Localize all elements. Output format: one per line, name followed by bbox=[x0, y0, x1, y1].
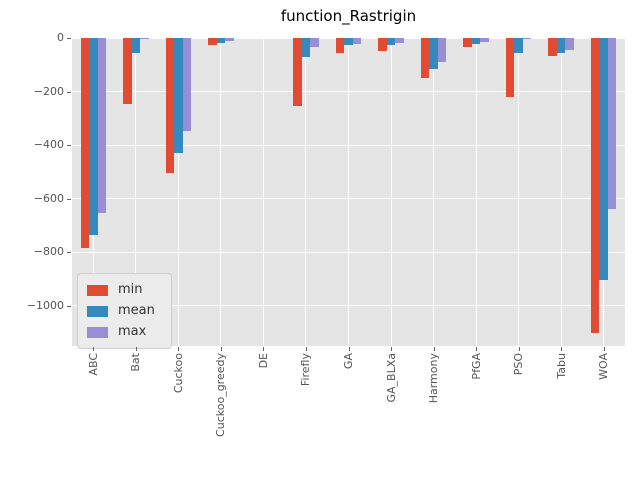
x-tick-label: Cuckoo_greedy bbox=[214, 353, 228, 437]
bar-min-PfGA bbox=[463, 38, 472, 47]
gridline-v bbox=[177, 38, 179, 346]
legend-swatch-min bbox=[87, 284, 108, 296]
bar-max-WOA bbox=[607, 38, 617, 210]
x-tick-label: Bat bbox=[129, 353, 143, 372]
y-tick-label: 0 bbox=[57, 31, 64, 44]
x-tick-mark bbox=[178, 347, 180, 351]
x-tick-mark bbox=[476, 347, 478, 351]
x-tick-label: DE bbox=[256, 353, 270, 369]
bar-max-GA bbox=[352, 38, 362, 45]
legend-swatch-mean bbox=[87, 305, 108, 317]
x-tick-label: WOA bbox=[597, 353, 611, 380]
plot-area: min mean max bbox=[72, 37, 625, 349]
bar-min-PSO bbox=[505, 38, 515, 98]
bar-max-Cuckoo_greedy bbox=[225, 38, 234, 41]
bar-min-WOA bbox=[590, 38, 600, 333]
gridline-v bbox=[305, 38, 307, 346]
gridline-v bbox=[262, 38, 264, 346]
x-tick-mark bbox=[263, 347, 265, 351]
bar-min-Cuckoo_greedy bbox=[208, 38, 217, 45]
x-tick-mark bbox=[220, 347, 222, 351]
bar-min-Firefly bbox=[293, 38, 302, 107]
legend-label-max: max bbox=[118, 324, 147, 339]
x-tick-label: Tabu bbox=[554, 353, 568, 379]
x-tick-label: PfGA bbox=[469, 353, 483, 380]
legend-item-mean: mean bbox=[87, 303, 155, 319]
y-tick-label: −800 bbox=[33, 245, 64, 259]
y-tick-mark bbox=[67, 38, 71, 39]
legend-label-min: min bbox=[118, 282, 143, 297]
bar-mean-ABC bbox=[89, 38, 98, 235]
bar-mean-Cuckoo_greedy bbox=[216, 38, 226, 43]
bar-mean-PSO bbox=[514, 38, 523, 53]
bar-max-Cuckoo bbox=[182, 38, 192, 132]
bar-max-Firefly bbox=[310, 38, 319, 47]
bar-min-Harmony bbox=[420, 38, 430, 79]
x-tick-mark bbox=[518, 347, 520, 351]
x-tick-mark bbox=[93, 347, 95, 351]
y-tick-mark bbox=[67, 198, 71, 200]
x-tick-label: Firefly bbox=[299, 353, 313, 387]
y-tick-mark bbox=[67, 305, 71, 307]
legend: min mean max bbox=[77, 273, 172, 349]
x-tick-label: GA_BLXa bbox=[384, 353, 398, 403]
x-tick-label: GA bbox=[342, 353, 355, 370]
y-tick-mark bbox=[67, 91, 71, 93]
bar-mean-GA_BLXa bbox=[386, 38, 396, 46]
gridline-v bbox=[220, 38, 222, 346]
x-tick-label: Harmony bbox=[427, 353, 441, 404]
bar-mean-Bat bbox=[131, 38, 141, 54]
gridline-v bbox=[518, 38, 520, 346]
gridline-v bbox=[475, 38, 477, 346]
bar-max-Tabu bbox=[565, 38, 574, 50]
x-tick-mark bbox=[305, 347, 307, 351]
bar-min-Bat bbox=[123, 38, 132, 105]
bar-max-Bat bbox=[140, 38, 149, 39]
y-tick-label: −600 bbox=[33, 191, 64, 205]
bar-min-GA bbox=[335, 38, 345, 53]
gridline-v bbox=[135, 38, 137, 346]
chart-title: function_Rastrigin bbox=[280, 7, 417, 25]
bar-max-Harmony bbox=[437, 38, 447, 62]
bar-max-PfGA bbox=[480, 38, 489, 43]
bar-min-Tabu bbox=[548, 38, 557, 56]
bar-min-ABC bbox=[80, 38, 89, 249]
x-tick-mark bbox=[561, 347, 563, 351]
bar-min-GA_BLXa bbox=[378, 38, 387, 51]
bar-mean-GA bbox=[344, 38, 353, 46]
y-tick-label: −1000 bbox=[26, 298, 64, 312]
bar-max-ABC bbox=[97, 38, 107, 214]
bar-max-PSO bbox=[522, 38, 532, 39]
x-tick-label: Cuckoo bbox=[171, 353, 185, 394]
y-tick-label: −400 bbox=[33, 138, 64, 152]
gridline-v bbox=[348, 38, 349, 346]
y-tick-label: −200 bbox=[33, 84, 64, 98]
x-tick-mark bbox=[135, 347, 137, 351]
gridline-v bbox=[390, 38, 392, 346]
bar-mean-Cuckoo bbox=[174, 38, 183, 154]
y-tick-mark bbox=[67, 145, 71, 147]
bar-mean-WOA bbox=[599, 38, 608, 281]
legend-label-mean: mean bbox=[118, 303, 155, 318]
legend-swatch-max bbox=[87, 326, 108, 338]
bar-min-Cuckoo bbox=[165, 38, 175, 173]
y-tick-mark bbox=[67, 252, 71, 254]
x-tick-label: ABC bbox=[86, 353, 100, 376]
bar-mean-Tabu bbox=[556, 38, 566, 53]
x-tick-mark bbox=[603, 347, 605, 351]
x-tick-label: PSO bbox=[512, 353, 526, 376]
x-tick-mark bbox=[433, 347, 435, 351]
legend-item-max: max bbox=[87, 324, 155, 340]
x-tick-mark bbox=[348, 347, 350, 351]
gridline-v bbox=[560, 38, 562, 346]
bar-mean-Harmony bbox=[429, 38, 438, 69]
bar-mean-PfGA bbox=[471, 38, 481, 45]
x-tick-mark bbox=[391, 347, 393, 351]
bar-mean-Firefly bbox=[301, 38, 311, 58]
legend-item-min: min bbox=[87, 282, 155, 298]
gridline-v bbox=[433, 38, 435, 346]
bar-max-GA_BLXa bbox=[395, 38, 404, 44]
